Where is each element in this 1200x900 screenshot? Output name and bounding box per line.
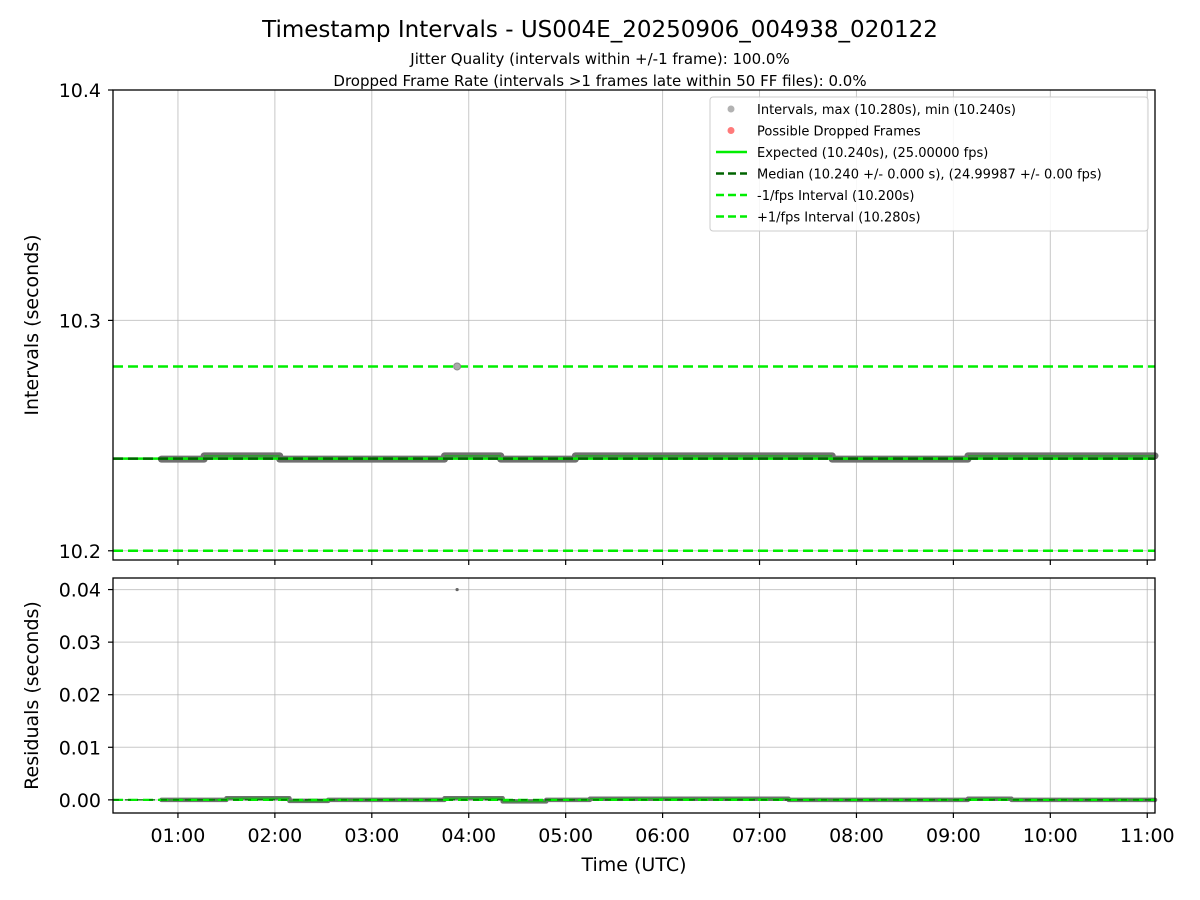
y-tick-label: 10.4 bbox=[59, 80, 101, 102]
residuals-plot-area bbox=[113, 587, 1158, 804]
x-tick-label: 09:00 bbox=[926, 825, 981, 847]
chart-title: Timestamp Intervals - US004E_20250906_00… bbox=[261, 17, 938, 43]
y-tick-label: 10.2 bbox=[59, 541, 101, 563]
residuals-panel: 01:00 02:00 03:00 04:00 05:00 06:00 07:00 08:00… bbox=[21, 577, 1175, 847]
legend-entry-label: -1/fps Interval (10.200s) bbox=[757, 189, 914, 204]
residuals-axes-frame bbox=[112, 577, 1156, 814]
chart-subtitle-dropped: Dropped Frame Rate (intervals >1 frames … bbox=[333, 72, 866, 90]
intervals-legend: Intervals, max (10.280s), min (10.240s) P… bbox=[709, 96, 1149, 232]
y-tick-label: 0.02 bbox=[59, 685, 101, 707]
y-tick-label: 0.03 bbox=[59, 632, 101, 654]
intervals-panel: 10.2 10.3 10.4 Intervals (seconds) Interva… bbox=[21, 80, 1159, 565]
intervals-y-axis-label: Intervals (seconds) bbox=[21, 234, 43, 415]
outlier-point bbox=[453, 362, 462, 371]
legend-box bbox=[709, 96, 1149, 232]
x-tick-label: 05:00 bbox=[538, 825, 593, 847]
x-tick-label: 06:00 bbox=[635, 825, 690, 847]
legend-entry-label: Possible Dropped Frames bbox=[757, 125, 921, 140]
legend-entry-label: Intervals, max (10.280s), min (10.240s) bbox=[757, 103, 1016, 118]
legend-marker-point bbox=[727, 127, 735, 134]
legend-entry-label: Expected (10.240s), (25.00000 fps) bbox=[757, 146, 988, 161]
intervals-axes-frame bbox=[112, 89, 1156, 561]
legend-entry-label: Median (10.240 +/- 0.000 s), (24.99987 +… bbox=[757, 168, 1102, 183]
intervals-ticks: 10.2 10.3 10.4 bbox=[59, 80, 1148, 565]
residuals-y-axis-label: Residuals (seconds) bbox=[21, 601, 43, 790]
legend-entry-label: +1/fps Interval (10.280s) bbox=[757, 211, 921, 226]
legend-marker-point bbox=[727, 105, 735, 113]
x-tick-label: 10:00 bbox=[1023, 825, 1078, 847]
y-tick-label: 0.01 bbox=[59, 737, 101, 759]
x-tick-label: 07:00 bbox=[732, 825, 787, 847]
x-tick-label: 03:00 bbox=[344, 825, 399, 847]
residuals-ticks: 01:00 02:00 03:00 04:00 05:00 06:00 07:00 08:00… bbox=[59, 580, 1175, 847]
x-tick-label: 04:00 bbox=[441, 825, 496, 847]
x-axis-label: Time (UTC) bbox=[580, 854, 686, 876]
x-tick-label: 01:00 bbox=[151, 825, 206, 847]
outlier-point bbox=[455, 587, 459, 592]
chart-subtitle-jitter: Jitter Quality (intervals within +/-1 fr… bbox=[409, 50, 789, 68]
x-tick-label: 11:00 bbox=[1120, 825, 1175, 847]
y-tick-label: 10.3 bbox=[59, 310, 101, 332]
y-tick-label: 0.04 bbox=[59, 580, 101, 602]
x-tick-label: 02:00 bbox=[247, 825, 302, 847]
y-tick-label: 0.00 bbox=[59, 790, 101, 812]
intervals-plot-area bbox=[113, 362, 1159, 553]
x-tick-label: 08:00 bbox=[829, 825, 884, 847]
